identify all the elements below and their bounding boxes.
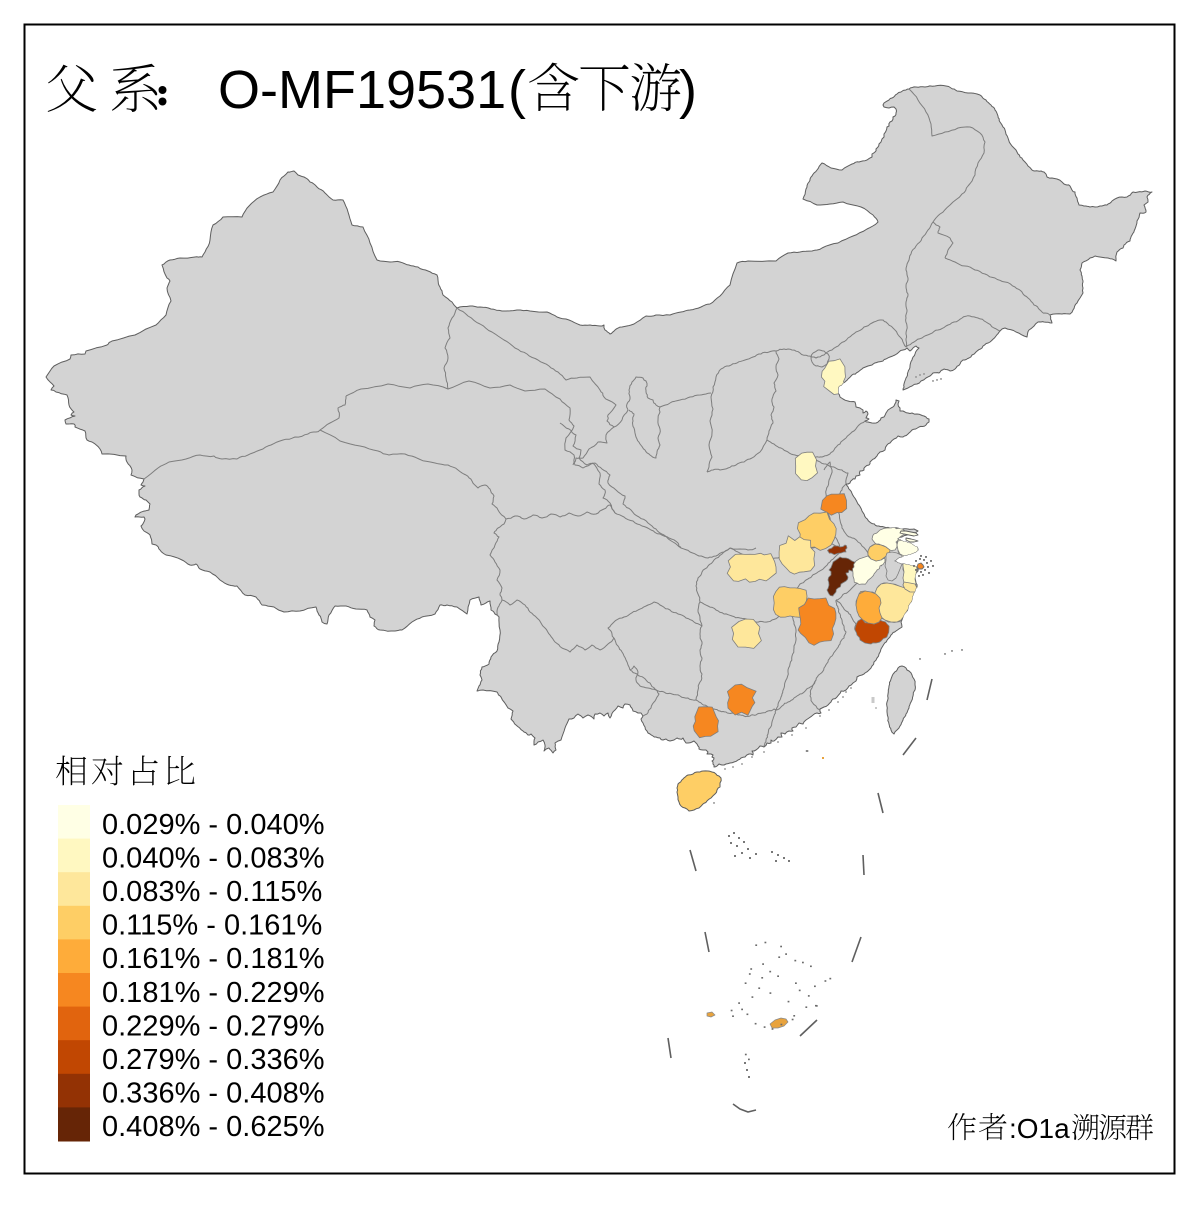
svg-text:): ) [679,60,697,120]
svg-text:0.083% - 0.115%: 0.083% - 0.115% [102,876,322,908]
svg-text:O-MF19531: O-MF19531 [218,60,506,120]
svg-text::O1a: :O1a [1009,1113,1070,1144]
svg-text:0.336% - 0.408%: 0.336% - 0.408% [102,1078,324,1110]
svg-text:(: ( [508,60,526,120]
svg-text:0.029% - 0.040%: 0.029% - 0.040% [102,809,324,841]
svg-text:0.115% - 0.161%: 0.115% - 0.161% [102,910,322,942]
svg-text:0.279% - 0.336%: 0.279% - 0.336% [102,1044,324,1076]
svg-text:0.161% - 0.181%: 0.161% - 0.181% [102,943,324,975]
svg-text:0.181% - 0.229%: 0.181% - 0.229% [102,977,324,1009]
svg-text:0.408% - 0.625%: 0.408% - 0.625% [102,1111,324,1143]
svg-text:0.040% - 0.083%: 0.040% - 0.083% [102,842,324,874]
svg-text:0.229% - 0.279%: 0.229% - 0.279% [102,1010,324,1042]
